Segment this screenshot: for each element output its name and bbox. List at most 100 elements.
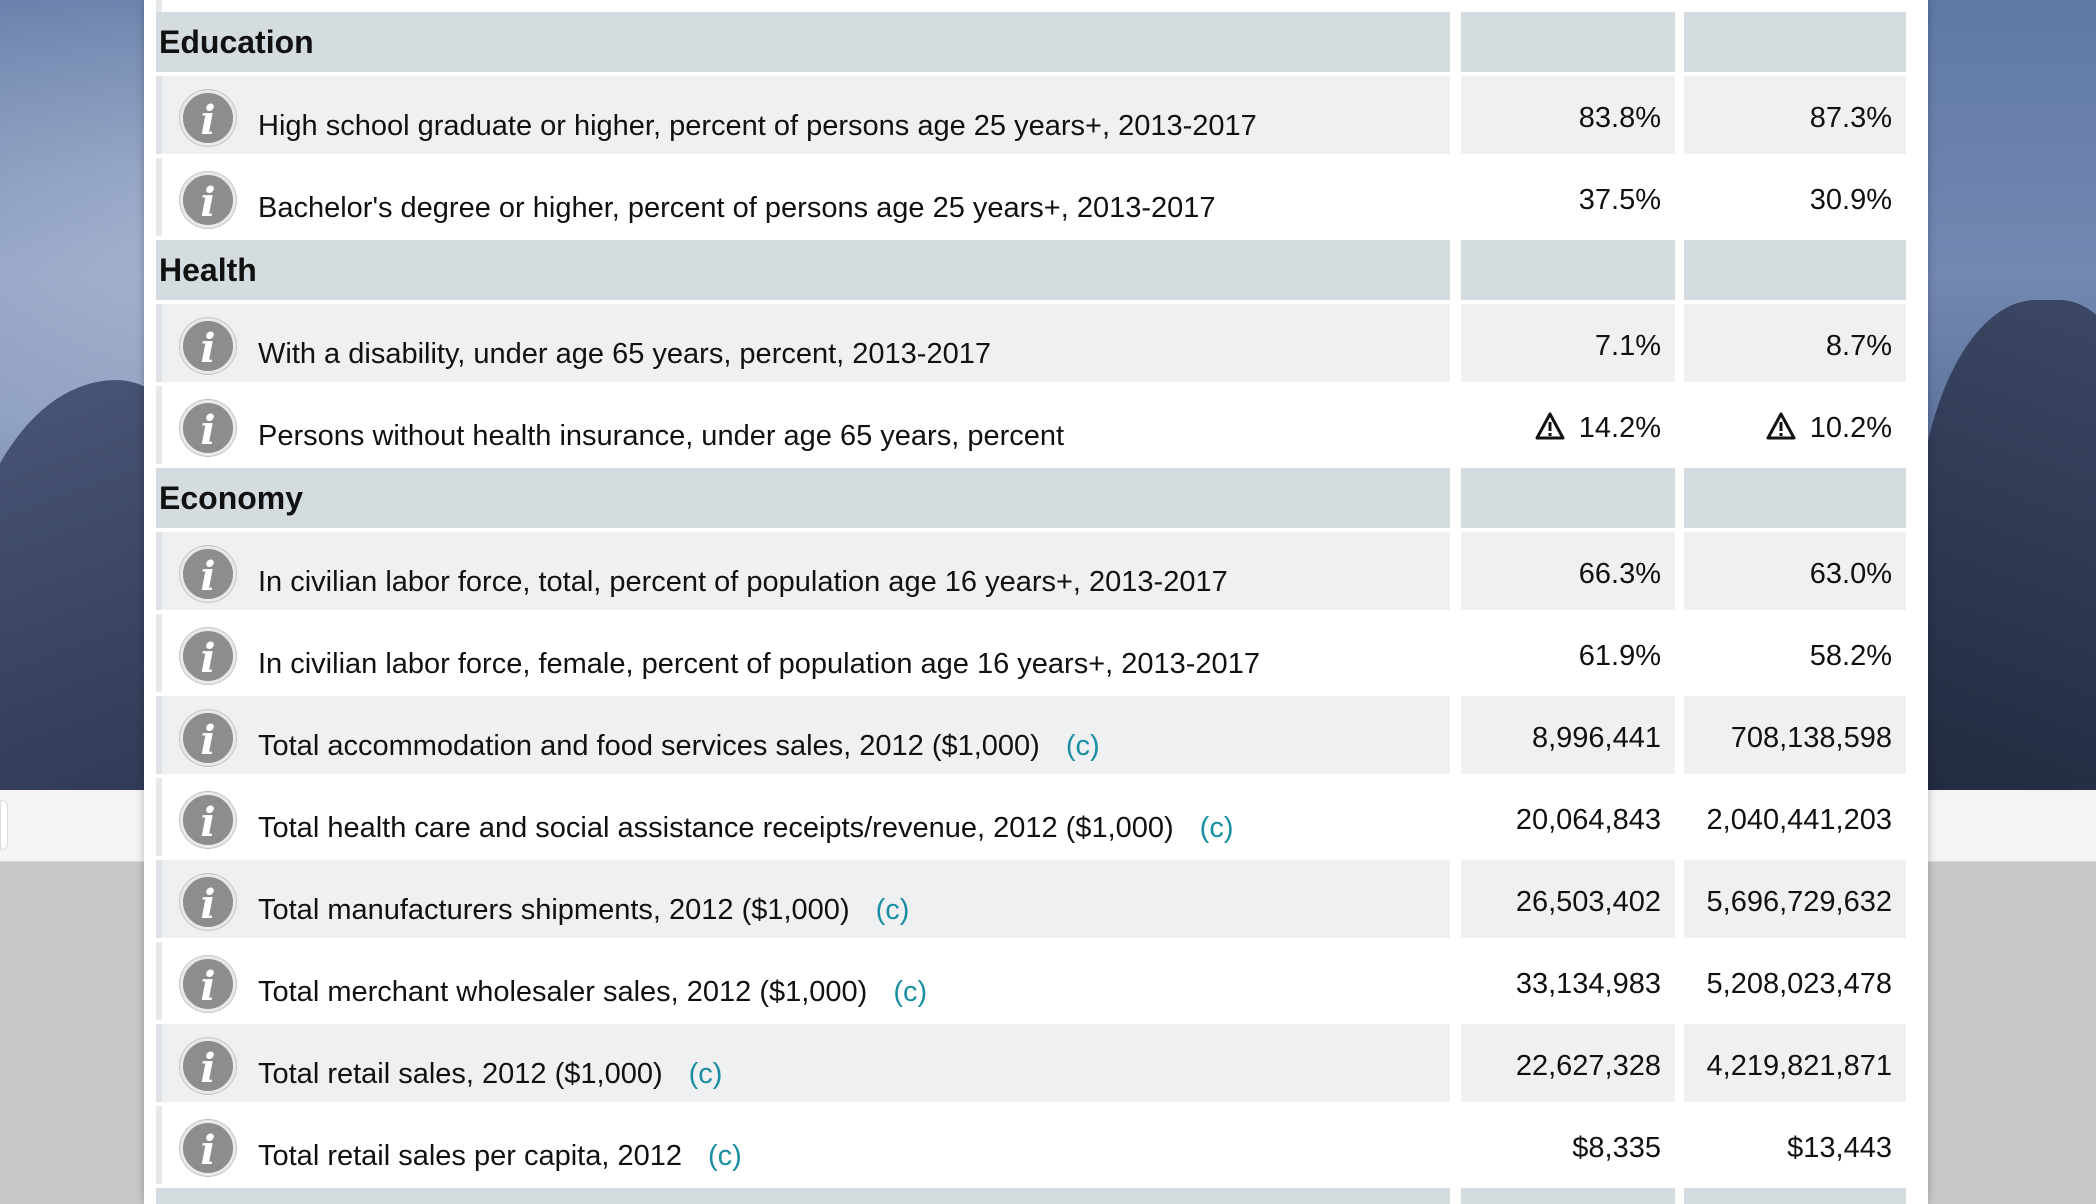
info-icon[interactable]: i (180, 1120, 236, 1176)
value-number: 61.9% (1578, 640, 1661, 672)
info-icon[interactable]: i (180, 628, 236, 684)
value-text: 5,208,023,478 (1707, 968, 1892, 1001)
section-header-cell: Education (156, 12, 1450, 72)
info-icon[interactable]: i (180, 546, 236, 602)
value-text: 63.0% (1810, 558, 1892, 591)
value-text: 708,138,598 (1731, 722, 1892, 755)
row-label-text: In civilian labor force, total, percent … (258, 566, 1228, 598)
value-cell-2: 10.2% (1684, 386, 1906, 464)
value-number: 26,503,402 (1515, 886, 1661, 918)
warning-triangle-icon[interactable] (1535, 412, 1565, 448)
info-icon[interactable]: i (180, 1038, 236, 1094)
value-number: 708,138,598 (1730, 722, 1892, 754)
row-label-text: Bachelor's degree or higher, percent of … (258, 192, 1216, 224)
section-title: Education (159, 24, 314, 60)
value-cell-1: 22,627,328 (1461, 1024, 1675, 1102)
source-link[interactable]: (c) (1065, 730, 1100, 762)
section-title: Health (159, 252, 257, 288)
label-cell (156, 0, 1450, 12)
value-cell-2: 5,696,729,632 (1684, 860, 1906, 938)
row-label-text: With a disability, under age 65 years, p… (258, 338, 991, 370)
value-cell-2: 8.7% (1684, 304, 1906, 382)
value-text: 66.3% (1579, 558, 1661, 591)
value-number: 10.2% (1809, 412, 1892, 444)
value-text: 7.1% (1595, 330, 1661, 363)
row-label-text: Total merchant wholesaler sales, 2012 ($… (258, 976, 868, 1008)
section-header-row: Health (156, 240, 1906, 300)
value-text: $13,443 (1787, 1132, 1892, 1165)
row-label: Total manufacturers shipments, 2012 ($1,… (258, 894, 909, 927)
value-cell-2: 58.2% (1684, 614, 1906, 692)
value-text: 26,503,402 (1516, 886, 1661, 919)
source-link[interactable]: (c) (875, 894, 910, 926)
row-label-text: Persons without health insurance, under … (258, 420, 1065, 452)
value-number: 66.3% (1578, 558, 1661, 590)
warning-triangle-icon[interactable] (1766, 412, 1796, 448)
value-cell-2: $13,443 (1684, 1106, 1906, 1184)
label-cell: i Persons without health insurance, under… (156, 386, 1450, 464)
value-cell-1: 7.1% (1461, 304, 1675, 382)
row-label: Total merchant wholesaler sales, 2012 ($… (258, 976, 927, 1009)
value-cell-2: 708,138,598 (1684, 696, 1906, 774)
label-cell: i High school graduate or higher, percent… (156, 76, 1450, 154)
source-link[interactable]: (c) (707, 1140, 742, 1172)
value-cell-2: 5,208,023,478 (1684, 942, 1906, 1020)
background-window-edge (0, 800, 8, 850)
label-cell: i In civilian labor force, total, percent… (156, 532, 1450, 610)
value-text: 20,064,843 (1516, 804, 1661, 837)
label-cell: i Total manufacturers shipments, 2012 ($1… (156, 860, 1450, 938)
source-link[interactable]: (c) (688, 1058, 723, 1090)
row-label-text: Total retail sales per capita, 2012 (258, 1140, 682, 1172)
value-cell-1: $8,335 (1461, 1106, 1675, 1184)
value-text: 83.8% (1579, 102, 1661, 135)
row-label-text: Total manufacturers shipments, 2012 ($1,… (258, 894, 850, 926)
info-icon[interactable]: i (180, 318, 236, 374)
value-text: 4,219,821,871 (1707, 1050, 1892, 1083)
label-cell: i Total retail sales, 2012 ($1,000) (c) (156, 1024, 1450, 1102)
value-text: 5,696,729,632 (1707, 886, 1892, 919)
section-header-row: Economy (156, 468, 1906, 528)
row-label-text: Total accommodation and food services sa… (258, 730, 1040, 762)
info-icon[interactable]: i (180, 172, 236, 228)
table-row: i Bachelor's degree or higher, percent of… (156, 158, 1906, 236)
info-icon[interactable]: i (180, 90, 236, 146)
info-icon[interactable]: i (180, 956, 236, 1012)
row-label: High school graduate or higher, percent … (258, 110, 1257, 143)
source-link[interactable]: (c) (1199, 812, 1234, 844)
section-header-cell (156, 1188, 1450, 1204)
row-label-text: In civilian labor force, female, percent… (258, 648, 1260, 680)
section-value-cell (1684, 12, 1906, 72)
section-header-row: Education (156, 12, 1906, 72)
value-number: 22,627,328 (1515, 1050, 1661, 1082)
value-number: 5,208,023,478 (1706, 968, 1892, 1000)
label-cell: i Total health care and social assistance… (156, 778, 1450, 856)
row-label-text: Total retail sales, 2012 ($1,000) (258, 1058, 663, 1090)
info-icon[interactable]: i (180, 792, 236, 848)
table-row: i Total retail sales, 2012 ($1,000) (c) 22,… (156, 1024, 1906, 1102)
value-cell (1461, 0, 1675, 12)
info-icon[interactable]: i (180, 400, 236, 456)
table-row: i In civilian labor force, total, percent… (156, 532, 1906, 610)
value-number: 83.8% (1578, 102, 1661, 134)
info-icon[interactable]: i (180, 874, 236, 930)
value-number: 5,696,729,632 (1706, 886, 1892, 918)
value-cell-2: 2,040,441,203 (1684, 778, 1906, 856)
value-cell-1: 83.8% (1461, 76, 1675, 154)
quickfacts-table: Education i High school graduate or higher… (156, 0, 1906, 1204)
value-text: 10.2% (1766, 412, 1892, 448)
row-label: Bachelor's degree or higher, percent of … (258, 192, 1216, 225)
value-cell-1: 8,996,441 (1461, 696, 1675, 774)
info-icon[interactable]: i (180, 710, 236, 766)
value-text: 22,627,328 (1516, 1050, 1661, 1083)
browser-page: Education i High school graduate or higher… (144, 0, 1928, 1204)
label-cell: i Total merchant wholesaler sales, 2012 (… (156, 942, 1450, 1020)
value-cell-1: 37.5% (1461, 158, 1675, 236)
source-link[interactable]: (c) (893, 976, 928, 1008)
label-cell: i Total retail sales per capita, 2012 (c) (156, 1106, 1450, 1184)
value-text: 33,134,983 (1516, 968, 1661, 1001)
table-row: i In civilian labor force, female, percen… (156, 614, 1906, 692)
row-label: In civilian labor force, female, percent… (258, 648, 1260, 681)
value-number: 7.1% (1594, 330, 1661, 362)
value-number: 58.2% (1809, 640, 1892, 672)
table-row-partial (156, 0, 1906, 12)
